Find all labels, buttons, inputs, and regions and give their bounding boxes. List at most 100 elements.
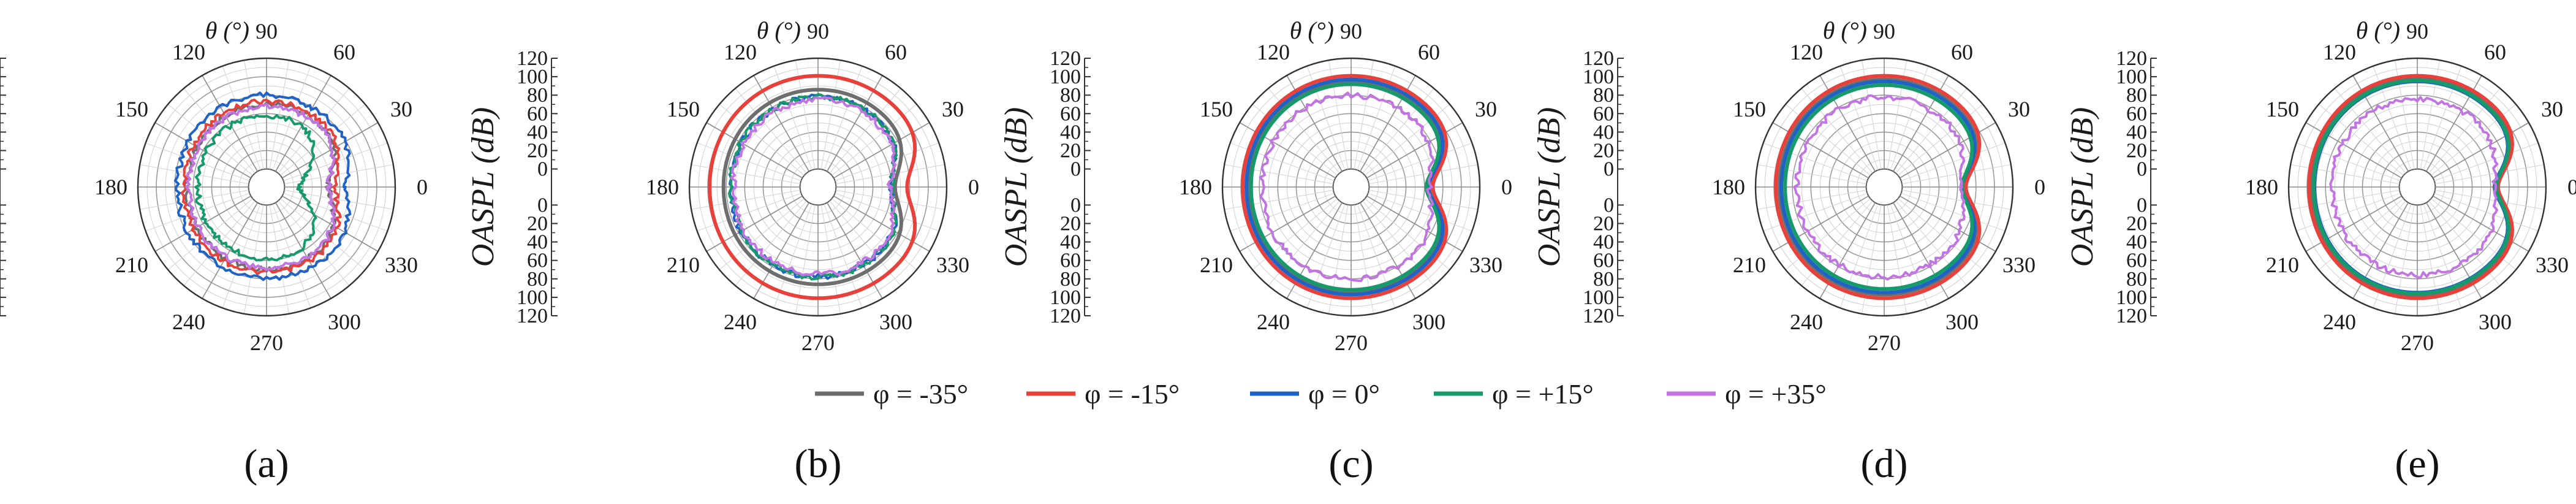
angle-tick-label: 330 (1469, 253, 1502, 277)
angle-tick-label: 120 (172, 40, 205, 64)
angle-tick-label: 90 (1340, 19, 1362, 44)
center-circle (2398, 168, 2436, 206)
grid-spoke (1368, 164, 1478, 185)
radial-tick-label: 20 (1593, 140, 1614, 162)
y-axis-label: OASPL (dB) (999, 107, 1034, 267)
angle-tick-label: 270 (1868, 330, 1901, 355)
grid-spoke (1901, 164, 2011, 185)
grid-spoke (202, 75, 258, 172)
angle-tick-label: 300 (1945, 310, 1979, 334)
angle-tick-label: 0 (2034, 175, 2045, 199)
outer-circle (1754, 57, 2014, 317)
radial-tick-label: 60 (527, 102, 548, 125)
radial-tick-label: 60 (527, 250, 548, 272)
angle-tick-label: 120 (724, 40, 757, 64)
grid-spoke (1900, 122, 1996, 178)
angle-tick-label: 330 (2002, 253, 2036, 277)
series-curve-phi0 (173, 91, 352, 281)
outer-circle (137, 57, 396, 317)
radial-tick-label: 40 (1593, 231, 1614, 254)
radial-tick-label: 100 (517, 286, 548, 309)
radial-tick-label: 100 (1583, 66, 1614, 88)
radial-tick-label: 100 (517, 66, 548, 88)
radial-tick-label: 60 (1593, 250, 1614, 272)
grid-spoke (835, 193, 939, 232)
radial-tick-label: 40 (527, 121, 548, 143)
grid-spoke (280, 198, 366, 270)
series-curve-phi+35 (1793, 94, 1966, 281)
grid-spoke (183, 200, 256, 286)
angle-tick-label: 90 (807, 19, 829, 44)
angle-tick-label: 330 (385, 253, 418, 277)
panel-label-b: (b) (795, 441, 842, 486)
series-curve-phi+15 (1783, 83, 1974, 291)
theta-label: θ (°) (1290, 17, 1334, 44)
angle-tick-label: 60 (1951, 40, 1973, 64)
grid-spoke (2434, 142, 2539, 181)
radial-tick-label: 100 (1050, 66, 1081, 88)
radial-tick-label: 100 (2116, 66, 2147, 88)
center-circle (248, 168, 286, 206)
grid-spoke (280, 104, 366, 176)
radial-tick-label: 120 (2116, 305, 2147, 327)
radial-tick-label: 20 (527, 213, 548, 235)
angle-tick-label: 60 (1418, 40, 1440, 64)
panel-label-c: (c) (1328, 441, 1373, 486)
grid-spoke (272, 204, 311, 308)
angle-tick-label: 30 (2541, 97, 2563, 121)
series-curve-phi0 (1779, 79, 1977, 295)
grid-spoke (140, 164, 249, 185)
radial-tick-label: 40 (1060, 121, 1081, 143)
angle-tick-label: 210 (115, 253, 148, 277)
radial-tick-label: 60 (1060, 250, 1081, 272)
angle-tick-label: 210 (667, 253, 700, 277)
grid-spoke (140, 189, 249, 210)
grid-spoke (167, 198, 253, 270)
grid-spoke (1366, 122, 1463, 178)
angle-tick-label: 90 (1873, 19, 1895, 44)
angle-tick-label: 0 (417, 175, 428, 199)
grid-spoke (835, 164, 945, 185)
legend-label: φ = -35° (873, 378, 968, 410)
angle-tick-label: 210 (1733, 253, 1766, 277)
angle-tick-label: 270 (250, 330, 283, 355)
grid-spoke (202, 202, 258, 299)
grid-spoke (278, 88, 350, 174)
radial-tick-label: 80 (2126, 268, 2147, 291)
legend-label: φ = 0° (1308, 378, 1380, 410)
angle-tick-label: 210 (1200, 253, 1233, 277)
grid-spoke (167, 104, 253, 176)
grid-spoke (1901, 142, 2006, 181)
outer-circle (688, 57, 948, 317)
angle-tick-label: 330 (936, 253, 969, 277)
grid-spoke (244, 60, 264, 170)
grid-spoke (2433, 122, 2529, 178)
radial-tick-label: 120 (2116, 47, 2147, 70)
radial-tick-label: 80 (1593, 84, 1614, 107)
series-curve-phi-35 (721, 88, 903, 286)
legend-item-phi+15: φ = +15° (1434, 378, 1594, 410)
theta-label: θ (°) (757, 17, 801, 44)
radial-tick-label: 120 (517, 305, 548, 327)
series-curve-phi+15 (1249, 82, 1441, 292)
panel-label-e: (e) (2395, 441, 2439, 486)
legend-label: φ = +15° (1492, 378, 1594, 410)
grid-spoke (154, 122, 251, 178)
series-curve-phi-15 (708, 74, 917, 300)
angle-tick-label: 0 (968, 175, 979, 199)
radial-tick-label: 80 (527, 268, 548, 291)
radial-tick-label: 80 (527, 84, 548, 107)
outer-circle (2287, 57, 2547, 317)
radial-tick-label: 60 (2126, 102, 2147, 125)
center-circle (1332, 168, 1370, 206)
radial-tick-label: 60 (1060, 102, 1081, 125)
angle-tick-label: 120 (1790, 40, 1823, 64)
theta-label: θ (°) (1823, 17, 1867, 44)
panel-labels: (a) (b) (c) (d) (e) (244, 441, 2439, 486)
angle-tick-label: 30 (942, 97, 964, 121)
series-curve-phi-15 (2307, 74, 2514, 300)
